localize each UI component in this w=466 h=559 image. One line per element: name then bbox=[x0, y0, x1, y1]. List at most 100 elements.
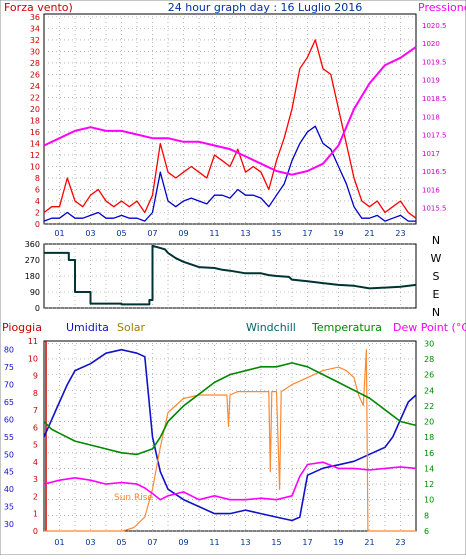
series-direction bbox=[44, 244, 417, 306]
wind-x-tick-label: 13 bbox=[240, 229, 250, 238]
temperature-tick-label: 10 bbox=[424, 496, 434, 505]
rain-tick-label: 10 bbox=[28, 354, 38, 363]
pressure-tick-label: 1020.5 bbox=[422, 22, 447, 30]
wind-tick-label: 36 bbox=[30, 13, 40, 22]
wind-tick-label: 34 bbox=[30, 24, 40, 33]
humidity-x-tick-label: 07 bbox=[147, 538, 157, 547]
compass-label: N bbox=[432, 234, 440, 247]
wind-tick-label: 22 bbox=[30, 93, 40, 102]
wind-tick-label: 2 bbox=[35, 208, 40, 217]
humidity-x-tick-label: 01 bbox=[54, 538, 64, 547]
rain-tick-label: 5 bbox=[33, 441, 38, 450]
humidity-x-tick-label: 13 bbox=[240, 538, 250, 547]
humidity-tick-label: 40 bbox=[4, 485, 14, 494]
humidity-tick-label: 45 bbox=[4, 468, 14, 477]
wind-x-tick-label: 23 bbox=[395, 229, 405, 238]
wind-tick-label: 0 bbox=[35, 220, 40, 229]
wind-tick-label: 16 bbox=[30, 128, 40, 137]
dewpoint-legend: Dew Point (°C) bbox=[393, 321, 466, 334]
humidity-x-tick-label: 03 bbox=[85, 538, 95, 547]
wind-tick-label: 30 bbox=[30, 47, 40, 56]
temperature-legend: Temperatura bbox=[311, 321, 382, 334]
humidity-legend: Umidita bbox=[66, 321, 109, 334]
wind-tick-label: 32 bbox=[30, 36, 40, 45]
wind-x-tick-label: 05 bbox=[116, 229, 126, 238]
compass-label: N bbox=[432, 306, 440, 319]
pressure-tick-label: 1018.5 bbox=[422, 95, 447, 103]
pressure-tick-label: 1018 bbox=[422, 113, 440, 121]
wind-tick-label: 10 bbox=[30, 162, 40, 171]
rain-tick-label: 4 bbox=[33, 458, 38, 467]
temperature-tick-label: 14 bbox=[424, 464, 434, 473]
direction-tick-label: 270 bbox=[25, 256, 40, 265]
humidity-tick-label: 70 bbox=[4, 381, 14, 390]
rain-axis-title: Pioggia bbox=[2, 321, 42, 334]
wind-tick-label: 26 bbox=[30, 70, 40, 79]
rain-tick-label: 2 bbox=[33, 492, 38, 501]
pressure-tick-label: 1019.5 bbox=[422, 58, 447, 66]
temperature-tick-label: 22 bbox=[424, 402, 434, 411]
temperature-tick-label: 30 bbox=[424, 339, 434, 348]
series-pressure bbox=[43, 46, 417, 176]
rain-tick-label: 9 bbox=[33, 372, 38, 381]
wind-x-tick-label: 17 bbox=[302, 229, 312, 238]
pressure-tick-label: 1016.5 bbox=[422, 168, 447, 176]
wind-x-tick-label: 19 bbox=[333, 229, 343, 238]
humidity-tick-label: 55 bbox=[4, 433, 14, 442]
temperature-tick-label: 24 bbox=[424, 386, 434, 395]
pressure-tick-label: 1015.5 bbox=[422, 205, 447, 213]
humidity-tick-label: 30 bbox=[4, 520, 14, 529]
solar-legend: Solar bbox=[117, 321, 146, 334]
humidity-x-tick-label: 17 bbox=[302, 538, 312, 547]
wind-x-tick-label: 09 bbox=[178, 229, 188, 238]
rain-tick-label: 7 bbox=[33, 406, 38, 415]
humidity-x-tick-label: 19 bbox=[333, 538, 343, 547]
pressure-tick-label: 1020 bbox=[422, 40, 440, 48]
humidity-tick-label: 65 bbox=[4, 398, 14, 407]
wind-tick-label: 4 bbox=[35, 197, 40, 206]
wind-x-tick-label: 03 bbox=[85, 229, 95, 238]
series-solar bbox=[44, 349, 416, 532]
pressure-tick-label: 1019 bbox=[422, 77, 440, 85]
rain-tick-label: 8 bbox=[33, 389, 38, 398]
wind-tick-label: 6 bbox=[35, 185, 40, 194]
humidity-x-tick-label: 09 bbox=[178, 538, 188, 547]
temperature-tick-label: 12 bbox=[424, 480, 434, 489]
series-temperature bbox=[43, 362, 417, 456]
direction-tick-label: 360 bbox=[25, 240, 40, 249]
rain-tick-label: 1 bbox=[33, 510, 38, 519]
temperature-tick-label: 20 bbox=[424, 418, 434, 427]
wind-x-tick-label: 07 bbox=[147, 229, 157, 238]
wind-tick-label: 20 bbox=[30, 105, 40, 114]
humidity-x-tick-label: 15 bbox=[271, 538, 281, 547]
humidity-tick-label: 80 bbox=[4, 346, 14, 355]
wind-tick-label: 14 bbox=[30, 139, 40, 148]
humidity-x-tick-label: 21 bbox=[364, 538, 374, 547]
wind-tick-label: 8 bbox=[35, 174, 40, 183]
series-gust bbox=[43, 125, 416, 222]
compass-label: S bbox=[433, 270, 440, 283]
rain-tick-label: 11 bbox=[28, 337, 38, 346]
rain-tick-label: 0 bbox=[33, 527, 38, 536]
pressure-axis-title: Pressione bbox=[418, 1, 466, 14]
humidity-tick-label: 35 bbox=[4, 503, 14, 512]
chart-title: 24 hour graph day : 16 Luglio 2016 bbox=[168, 1, 363, 14]
series-dewpoint bbox=[43, 461, 417, 501]
temperature-tick-label: 6 bbox=[424, 527, 429, 536]
compass-label: E bbox=[433, 288, 440, 301]
pressure-tick-label: 1017.5 bbox=[422, 132, 447, 140]
wind-tick-label: 28 bbox=[30, 59, 40, 68]
wind-tick-label: 12 bbox=[30, 151, 40, 160]
direction-tick-label: 0 bbox=[35, 304, 40, 313]
wind-tick-label: 18 bbox=[30, 116, 40, 125]
temperature-tick-label: 18 bbox=[424, 433, 434, 442]
humidity-tick-label: 50 bbox=[4, 450, 14, 459]
compass-label: W bbox=[431, 252, 442, 265]
windchill-legend: Windchill bbox=[246, 321, 296, 334]
temperature-tick-label: 16 bbox=[424, 449, 434, 458]
pressure-tick-label: 1016 bbox=[422, 186, 440, 194]
humidity-x-tick-label: 23 bbox=[395, 538, 405, 547]
humidity-x-tick-label: 05 bbox=[116, 538, 126, 547]
